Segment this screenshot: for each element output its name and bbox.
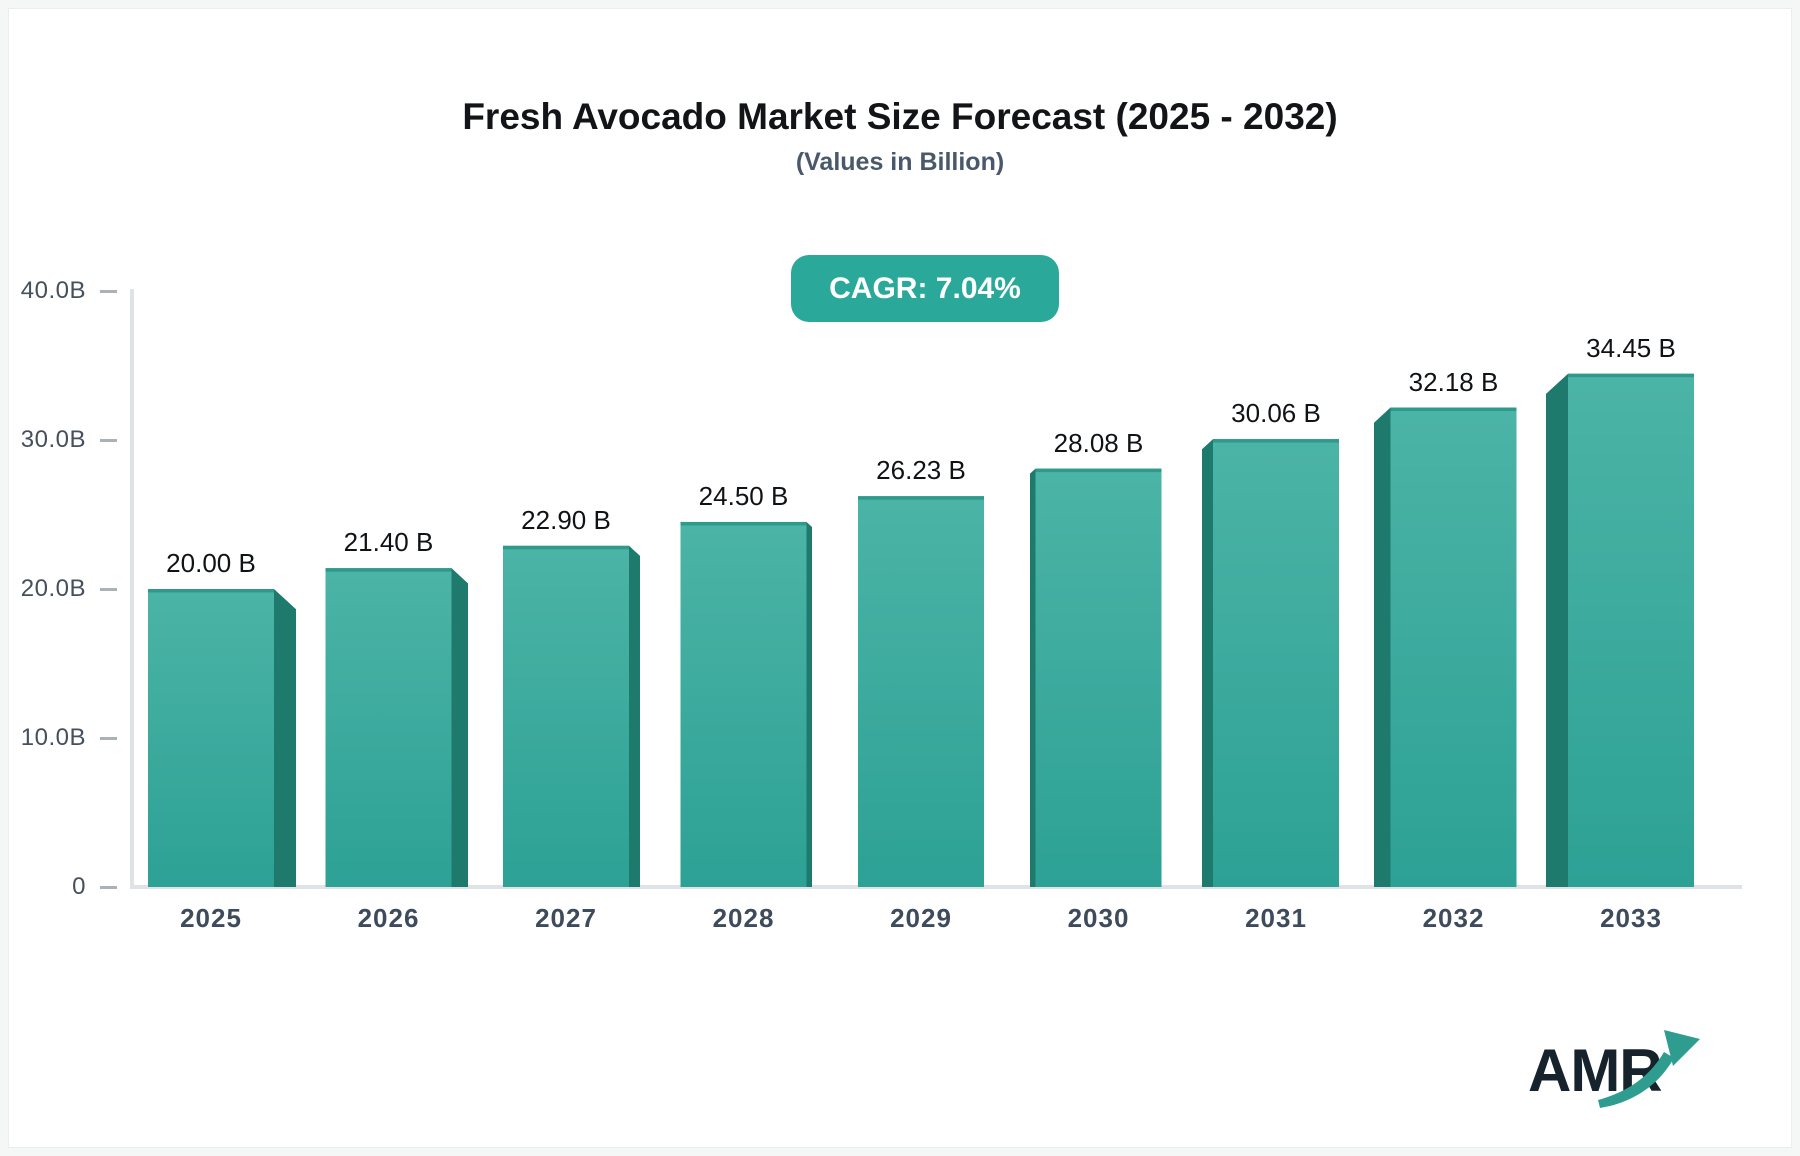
x-axis-label: 2025: [180, 903, 242, 933]
bar-top-edge: [680, 521, 807, 526]
x-axis-label: 2026: [357, 903, 420, 933]
bar-front-face: [1213, 439, 1339, 887]
x-axis-label: 2031: [1245, 903, 1307, 933]
bar-top-edge: [858, 496, 984, 500]
bar-top-edge: [325, 568, 452, 572]
bar-value-label: 22.90 B: [521, 504, 611, 535]
x-axis-label: 2033: [1600, 903, 1662, 933]
bar-side-face: [1202, 439, 1213, 887]
chart-title: Fresh Avocado Market Size Forecast (2025…: [462, 96, 1338, 137]
bar-2033[interactable]: [1546, 373, 1694, 887]
bar-top-edge: [148, 589, 274, 593]
bar-value-label: 21.40 B: [343, 527, 434, 558]
bar-front-face: [1568, 373, 1694, 887]
bar-value-label: 20.00 B: [166, 548, 256, 578]
bar-side-face: [274, 589, 296, 887]
bar-top-edge: [1390, 407, 1517, 412]
bar-2028[interactable]: [680, 521, 813, 887]
bar-front-face: [503, 545, 629, 887]
x-axis-label: 2027: [535, 903, 597, 933]
cagr-badge: CAGR: 7.04%: [791, 255, 1059, 322]
y-axis-tick: [100, 885, 117, 889]
y-axis-label: 20.0B: [20, 575, 86, 602]
bar-value-label: 24.50 B: [698, 480, 789, 511]
bar-front-face: [1390, 407, 1517, 887]
y-axis-tick: [100, 587, 117, 591]
bar-top-edge: [1213, 439, 1339, 443]
bar-2025[interactable]: [148, 589, 296, 887]
x-axis-label: 2030: [1067, 903, 1130, 933]
bar-front-face: [148, 589, 274, 887]
bar-front-face: [858, 496, 984, 887]
bar-front-face: [325, 568, 452, 887]
y-axis-label: 30.0B: [20, 426, 86, 453]
bar-2032[interactable]: [1374, 407, 1517, 887]
x-axis-label: 2029: [890, 903, 952, 933]
bar-side-face: [806, 521, 812, 887]
y-axis-label: 10.0B: [20, 724, 86, 751]
bar-side-face: [1030, 468, 1036, 887]
bar-top-edge: [1568, 373, 1694, 378]
bar-top-edge: [1035, 468, 1162, 473]
bar-2030[interactable]: [1030, 468, 1162, 887]
trend-up-arrow-icon: [1598, 1030, 1700, 1108]
bar-front-face: [1035, 468, 1162, 887]
y-axis-tick: [100, 289, 117, 293]
x-axis-label: 2028: [712, 903, 775, 933]
x-axis-label: 2032: [1422, 903, 1485, 933]
bar-2031[interactable]: [1202, 439, 1339, 887]
bar-side-face: [1374, 407, 1391, 887]
y-axis-label: 40.0B: [20, 277, 86, 304]
bar-value-label: 32.18 B: [1408, 366, 1499, 397]
bar-side-face: [451, 568, 468, 887]
bar-value-label: 34.45 B: [1586, 332, 1676, 363]
bar-value-label: 26.23 B: [876, 455, 966, 486]
bar-top-edge: [503, 545, 629, 550]
bar-2027[interactable]: [503, 545, 640, 887]
y-axis-label: 0: [72, 873, 86, 900]
y-axis-tick: [100, 438, 117, 442]
bar-front-face: [680, 521, 807, 887]
bar-2029[interactable]: [858, 496, 984, 887]
bar-side-face: [629, 545, 640, 887]
bar-value-label: 30.06 B: [1231, 398, 1321, 429]
chart-subtitle: (Values in Billion): [795, 148, 1005, 176]
y-axis-line: [130, 289, 134, 887]
bar-value-label: 28.08 B: [1053, 427, 1144, 458]
y-axis-tick: [100, 736, 117, 740]
bar-2026[interactable]: [325, 568, 469, 887]
bar-side-face: [1546, 373, 1568, 887]
